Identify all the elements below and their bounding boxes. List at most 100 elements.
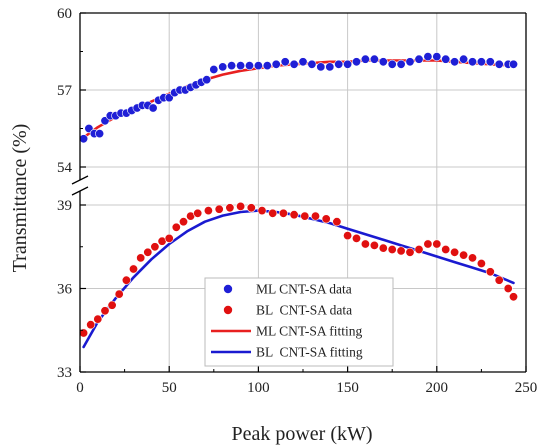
y-tick-label: 54 <box>57 160 73 176</box>
data-point <box>129 264 139 274</box>
data-point <box>193 208 203 218</box>
data-point <box>246 203 256 213</box>
data-point <box>214 204 224 214</box>
data-point <box>79 134 89 144</box>
x-tick-label: 0 <box>76 380 84 396</box>
data-point <box>316 62 326 72</box>
data-point <box>203 206 213 216</box>
data-point <box>289 210 299 220</box>
data-point <box>310 211 320 221</box>
data-point <box>369 240 379 250</box>
legend-label: BL CNT-SA data <box>256 303 352 318</box>
data-point <box>95 129 105 139</box>
data-point <box>508 59 518 69</box>
data-point <box>396 59 406 69</box>
data-point <box>432 239 442 249</box>
data-point <box>257 206 267 216</box>
data-point <box>343 59 353 69</box>
data-point <box>164 233 174 243</box>
legend: ML CNT-SA data BL CNT-SA data ML CNT-SA fi… <box>204 277 394 367</box>
data-point <box>268 208 278 218</box>
data-point <box>450 57 460 67</box>
tick-layer: 0 50 100 150 200 250 54 57 60 33 36 39 <box>57 6 537 396</box>
data-point <box>100 306 110 316</box>
data-point <box>378 57 388 67</box>
data-point <box>93 314 103 324</box>
data-point <box>300 211 310 221</box>
data-point <box>351 57 361 67</box>
y-axis-title: Transmittance (%) <box>9 124 31 273</box>
data-point <box>360 54 370 64</box>
y-tick-label: 39 <box>57 198 72 214</box>
data-point <box>325 62 335 72</box>
data-point <box>148 103 158 113</box>
legend-label: ML CNT-SA fitting <box>256 324 363 339</box>
fit-curve <box>82 59 515 139</box>
data-point <box>441 245 451 255</box>
data-point <box>227 61 237 71</box>
data-point <box>202 75 212 85</box>
data-point <box>423 239 433 249</box>
data-point <box>143 247 153 257</box>
data-point <box>236 201 246 211</box>
y-tick-label: 36 <box>57 282 73 298</box>
data-point <box>485 267 495 277</box>
x-tick-label: 50 <box>162 380 177 396</box>
data-point <box>508 292 518 302</box>
x-tick-label: 150 <box>336 380 359 396</box>
data-point <box>441 54 451 64</box>
data-point <box>86 320 96 330</box>
data-point <box>114 289 124 299</box>
data-point <box>476 57 486 67</box>
x-tick-label: 100 <box>247 380 270 396</box>
legend-label: BL CNT-SA fitting <box>256 345 363 360</box>
data-point <box>387 245 397 255</box>
data-point <box>334 59 344 69</box>
legend-label: ML CNT-SA data <box>256 282 352 297</box>
point-layer <box>79 52 518 338</box>
data-point <box>179 217 189 227</box>
data-point <box>432 52 442 62</box>
axis-break-mark <box>71 186 89 196</box>
y-tick-label: 33 <box>57 365 72 381</box>
data-point <box>136 253 146 263</box>
data-point <box>485 57 495 67</box>
data-point <box>236 61 246 71</box>
data-point <box>253 61 263 71</box>
data-point <box>150 242 160 252</box>
data-point <box>467 253 477 263</box>
data-point <box>414 245 424 255</box>
data-point <box>121 275 131 285</box>
data-point <box>321 214 331 224</box>
data-point <box>378 243 388 253</box>
data-point <box>209 65 219 75</box>
data-point <box>218 62 228 72</box>
data-point <box>369 54 379 64</box>
axis-break-mark <box>71 175 89 185</box>
data-point <box>423 52 433 62</box>
data-point <box>396 246 406 256</box>
data-point <box>225 203 235 213</box>
data-point <box>387 59 397 69</box>
x-tick-label: 200 <box>426 380 449 396</box>
data-point <box>278 208 288 218</box>
data-point <box>494 275 504 285</box>
data-point <box>107 300 117 310</box>
data-point <box>351 233 361 243</box>
data-point <box>171 222 181 232</box>
data-point <box>459 250 469 260</box>
plot-frame <box>71 12 527 373</box>
x-tick-label: 250 <box>515 380 538 396</box>
data-point <box>289 59 299 69</box>
legend-marker <box>223 284 233 294</box>
data-point <box>405 57 415 67</box>
data-point <box>503 283 513 293</box>
data-point <box>405 247 415 257</box>
data-point <box>332 217 342 227</box>
data-point <box>459 54 469 64</box>
y-tick-label: 57 <box>57 83 73 99</box>
legend-marker <box>223 305 233 315</box>
data-point <box>467 57 477 67</box>
data-point <box>343 231 353 241</box>
